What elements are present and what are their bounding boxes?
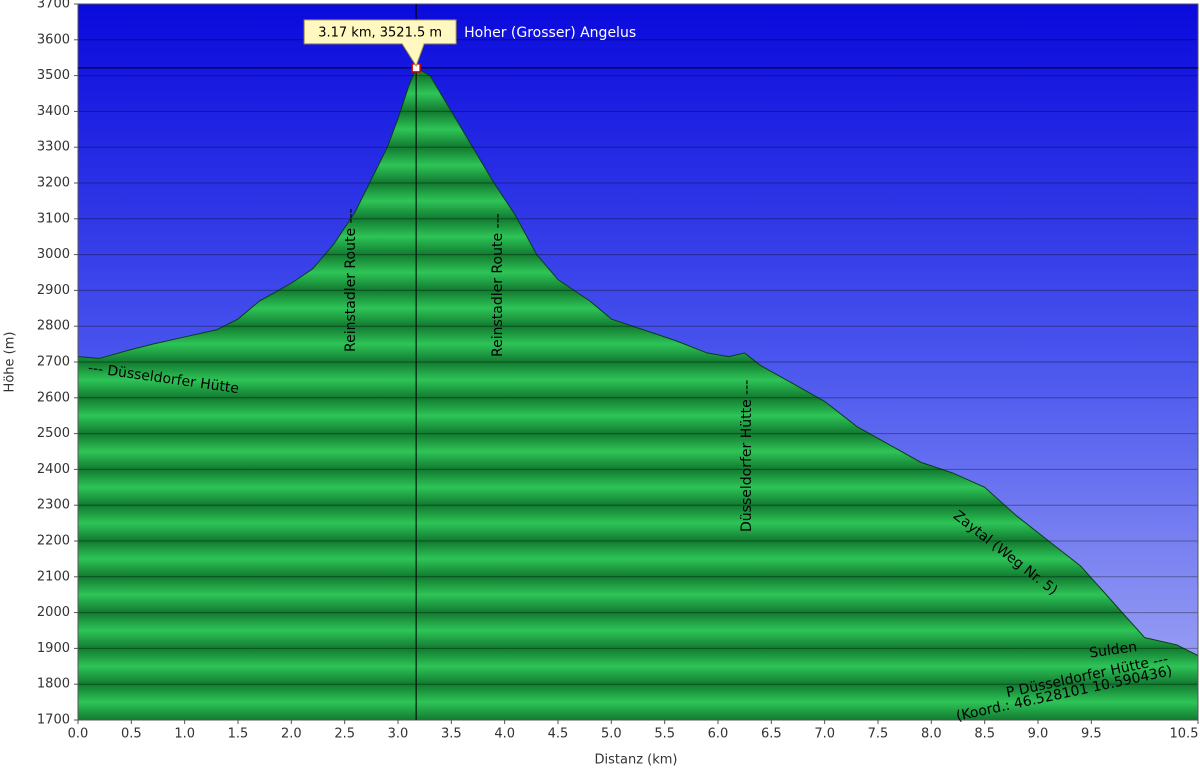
- x-tick-label: 5.5: [654, 727, 675, 742]
- annotation: Sulden: [1088, 639, 1138, 662]
- x-tick-label: 9.5: [1081, 727, 1102, 742]
- y-tick-label: 1700: [37, 713, 70, 728]
- y-tick-label: 2700: [37, 355, 70, 370]
- annotation: Düsseldorfer Hütte ---: [739, 380, 755, 532]
- y-tick-label: 2900: [37, 283, 70, 298]
- x-tick-label: 5.0: [601, 727, 622, 742]
- y-tick-label: 2000: [37, 605, 70, 620]
- x-tick-label: 10.5: [1170, 727, 1199, 742]
- y-axis-label: Höhe (m): [3, 332, 18, 393]
- x-tick-label: 7.0: [814, 727, 835, 742]
- y-tick-label: 2500: [37, 426, 70, 441]
- y-tick-label: 3300: [37, 140, 70, 155]
- x-axis-label: Distanz (km): [595, 753, 678, 768]
- x-tick-label: 8.0: [921, 727, 942, 742]
- y-tick-label: 2100: [37, 569, 70, 584]
- x-tick-label: 3.0: [388, 727, 409, 742]
- y-tick-label: 2400: [37, 462, 70, 477]
- elevation-area: [77, 67, 1199, 721]
- y-tick-label: 2200: [37, 534, 70, 549]
- y-tick-label: 3000: [37, 247, 70, 262]
- plot-frame: [77, 3, 1199, 721]
- y-tick-label: 3500: [37, 68, 70, 83]
- y-tick-label: 2800: [37, 319, 70, 334]
- x-tick-label: 6.5: [761, 727, 782, 742]
- x-tick-label: 4.0: [494, 727, 515, 742]
- y-tick-label: 1800: [37, 677, 70, 692]
- x-tick-label: 1.5: [228, 727, 249, 742]
- peak-name: Hoher (Grosser) Angelus: [464, 25, 636, 41]
- x-tick-label: 7.5: [868, 727, 889, 742]
- x-tick-label: 2.5: [334, 727, 355, 742]
- x-tick-label: 9.0: [1028, 727, 1049, 742]
- x-tick-label: 8.5: [974, 727, 995, 742]
- x-tick-label: 2.0: [281, 727, 302, 742]
- y-tick-label: 3400: [37, 104, 70, 119]
- y-tick-label: 2600: [37, 390, 70, 405]
- x-tick-label: 3.5: [441, 727, 462, 742]
- y-tick-label: 2300: [37, 498, 70, 513]
- x-tick-label: 1.0: [174, 727, 195, 742]
- x-tick-label: 0.0: [68, 727, 89, 742]
- x-tick-label: 0.5: [121, 727, 142, 742]
- y-tick-label: 1900: [37, 641, 70, 656]
- tooltip-label: 3.17 km, 3521.5 m: [318, 25, 442, 40]
- y-tick-label: 3100: [37, 211, 70, 226]
- x-tick-label: 4.5: [548, 727, 569, 742]
- annotation: Reinstadler Route ---: [490, 213, 506, 357]
- annotation: Reinstadler Route ---: [343, 208, 359, 352]
- y-tick-label: 3700: [37, 0, 70, 12]
- x-tick-label: 6.0: [708, 727, 729, 742]
- y-tick-label: 3200: [37, 176, 70, 191]
- tooltip-box: [303, 19, 457, 68]
- y-tick-label: 3600: [37, 32, 70, 47]
